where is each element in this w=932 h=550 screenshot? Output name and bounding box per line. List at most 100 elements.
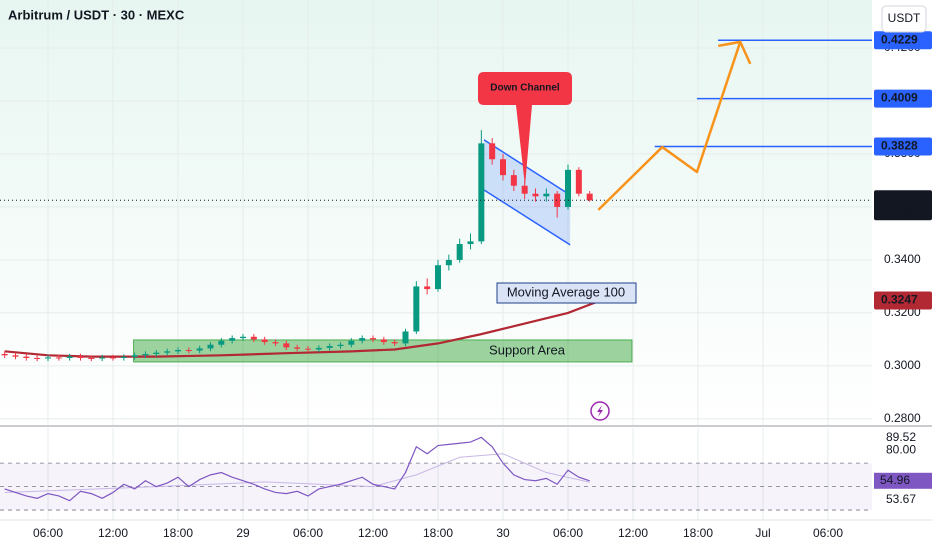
candle-body xyxy=(196,348,203,351)
label-box xyxy=(496,282,637,304)
x-tick-label: 06:00 xyxy=(553,526,583,540)
candle-body xyxy=(500,159,507,176)
currency: USDT xyxy=(888,11,921,25)
candle-body xyxy=(326,346,333,348)
candle-body xyxy=(23,356,30,358)
rsi-max-label: 89.52 xyxy=(886,430,916,444)
candle-body xyxy=(359,338,366,341)
y-tick-label: 0.3400 xyxy=(884,252,921,266)
candle-body xyxy=(348,340,355,345)
candle-body xyxy=(261,339,268,343)
candle-body xyxy=(402,331,409,344)
callout-label: Down Channel xyxy=(490,83,560,94)
candle-body xyxy=(120,356,127,358)
candle-body xyxy=(521,185,528,194)
candle-body xyxy=(445,259,452,266)
level-price: 0.3828 xyxy=(881,139,918,153)
current-price-box xyxy=(874,190,932,221)
rsi-current-label: 54.96 xyxy=(880,473,910,487)
projection-arrowhead xyxy=(718,40,752,65)
y-tick-label: 0.3000 xyxy=(884,358,921,372)
candle-body xyxy=(55,357,62,359)
x-tick-label: 18:00 xyxy=(163,526,193,540)
candle-body xyxy=(543,193,550,197)
candle-body xyxy=(12,355,19,357)
candle-body xyxy=(1,353,8,356)
candle-body xyxy=(467,241,474,245)
x-tick-label: 30 xyxy=(496,526,510,540)
candle-body xyxy=(218,340,225,345)
candle-body xyxy=(391,342,398,344)
x-tick-label: 06:00 xyxy=(293,526,323,540)
level-price-box xyxy=(874,137,932,156)
candle-body xyxy=(66,356,73,358)
y-tick-label: 0.2800 xyxy=(884,411,921,425)
rsi-current-box xyxy=(874,472,932,489)
level-price-box xyxy=(874,31,932,50)
candle-body xyxy=(239,336,246,339)
x-tick-label: 06:00 xyxy=(813,526,843,540)
candle-body xyxy=(380,339,387,343)
candle-body xyxy=(565,169,572,207)
rsi-band xyxy=(0,463,872,511)
x-tick-label: 29 xyxy=(236,526,250,540)
countdown: 27:21 xyxy=(884,204,914,218)
candle-body xyxy=(34,357,41,359)
support-annotation: Support Area xyxy=(489,342,566,357)
candle-body xyxy=(207,344,214,349)
x-tick-label: 06:00 xyxy=(33,526,63,540)
candle-body xyxy=(554,193,561,207)
candle-body xyxy=(315,347,322,350)
level-price: 0.4009 xyxy=(881,91,918,105)
candle-body xyxy=(88,357,95,359)
rsi-ma-label: 53.67 xyxy=(886,492,916,506)
candle-body xyxy=(456,244,463,260)
candle-body xyxy=(153,352,160,354)
candle-body xyxy=(413,286,420,332)
alert-icon[interactable] xyxy=(590,401,610,421)
candle-body xyxy=(229,338,236,341)
candle-body xyxy=(250,336,257,340)
currency-box[interactable] xyxy=(881,5,927,33)
candle-body xyxy=(164,351,171,353)
x-tick-label: 18:00 xyxy=(423,526,453,540)
candle-body xyxy=(283,343,290,348)
candle-body xyxy=(489,143,496,160)
candle-body xyxy=(370,338,377,340)
x-tick-label: 12:00 xyxy=(98,526,128,540)
candle-body xyxy=(337,344,344,347)
candle-body xyxy=(586,193,593,201)
candle-body xyxy=(532,193,539,197)
candle-body xyxy=(272,342,279,344)
ma-price: 0.3247 xyxy=(881,293,918,307)
candle-body xyxy=(44,357,51,359)
level-price: 0.4229 xyxy=(881,32,918,46)
candle-body xyxy=(77,356,84,358)
channel-upper xyxy=(483,139,571,196)
candle-body xyxy=(109,357,116,359)
candle-body xyxy=(510,175,517,186)
candle-body xyxy=(305,348,312,350)
channel-lower xyxy=(483,189,571,246)
candle-body xyxy=(174,350,181,352)
ma-annotation: Moving Average 100 xyxy=(507,284,625,299)
rsi-line xyxy=(4,436,590,502)
x-tick-label: 12:00 xyxy=(358,526,388,540)
candle-body xyxy=(424,286,431,290)
rsi-ma xyxy=(4,453,590,493)
candle-body xyxy=(294,347,301,349)
level-price-box xyxy=(874,89,932,108)
x-tick-label: 18:00 xyxy=(683,526,713,540)
x-tick-label: 12:00 xyxy=(618,526,648,540)
chart-title: Arbitrum / USDT · 30 · MEXC xyxy=(8,7,185,22)
candle-body xyxy=(131,355,138,357)
candle-body xyxy=(185,350,192,352)
candle-body xyxy=(478,143,485,242)
candle-body xyxy=(99,357,106,359)
ma-price-box xyxy=(874,291,932,310)
projection xyxy=(597,41,742,211)
current-price: 0.3625 xyxy=(881,190,918,204)
candle-body xyxy=(142,353,149,356)
rsi-pane xyxy=(0,427,872,520)
